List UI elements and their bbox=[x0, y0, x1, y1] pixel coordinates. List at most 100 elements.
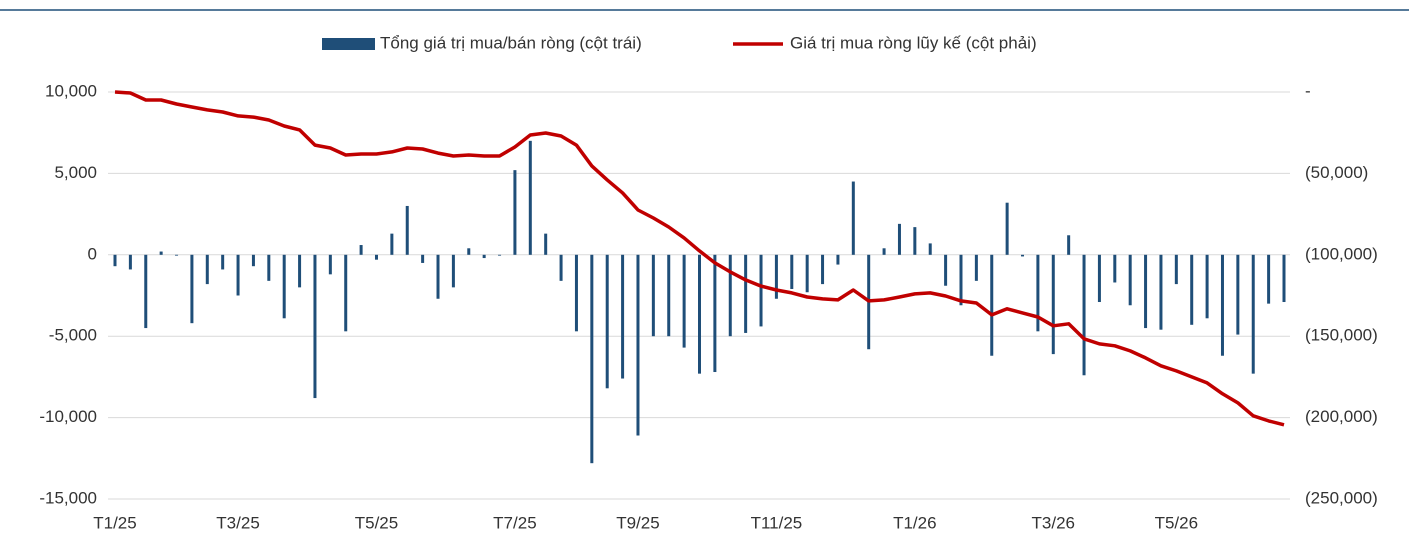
y-tick-label: 10,000 bbox=[45, 81, 97, 100]
bar bbox=[713, 254, 717, 373]
y-tick-label: 0 bbox=[88, 244, 97, 263]
bar bbox=[1174, 254, 1178, 285]
bar bbox=[190, 254, 194, 324]
bar bbox=[667, 254, 671, 337]
legend-label: Tổng giá trị mua/bán ròng (cột trái) bbox=[380, 33, 642, 52]
bar bbox=[728, 254, 732, 337]
bar bbox=[559, 254, 563, 281]
bar bbox=[574, 254, 578, 332]
x-tick-label: T1/25 bbox=[93, 513, 136, 532]
bar bbox=[498, 254, 502, 256]
bar bbox=[359, 245, 363, 255]
bar bbox=[897, 223, 901, 255]
bar bbox=[159, 251, 163, 255]
y-tick-label: -10,000 bbox=[39, 407, 97, 426]
x-tick-label: T5/26 bbox=[1155, 513, 1198, 532]
bar bbox=[805, 254, 809, 293]
bar bbox=[1128, 254, 1132, 306]
y2-tick-label: (50,000) bbox=[1305, 163, 1368, 182]
bar bbox=[1220, 254, 1224, 356]
bar bbox=[605, 254, 609, 389]
bar bbox=[682, 254, 686, 348]
bar bbox=[267, 254, 271, 281]
bar bbox=[544, 233, 548, 255]
bar bbox=[467, 248, 471, 255]
bar bbox=[1082, 254, 1086, 376]
bar bbox=[698, 254, 701, 374]
bar bbox=[344, 254, 348, 332]
bar bbox=[990, 254, 994, 356]
bar bbox=[1236, 254, 1240, 335]
bar bbox=[1036, 254, 1040, 332]
legend-swatch bbox=[322, 38, 375, 50]
bar bbox=[882, 248, 886, 255]
y2-tick-label: (150,000) bbox=[1305, 326, 1378, 345]
bar bbox=[913, 227, 917, 255]
bar bbox=[1113, 254, 1117, 283]
bar bbox=[1282, 254, 1286, 303]
bar bbox=[621, 254, 625, 379]
bar bbox=[836, 254, 840, 265]
bar bbox=[528, 140, 532, 255]
y-tick-label: -5,000 bbox=[49, 326, 97, 345]
x-tick-label: T11/25 bbox=[751, 513, 803, 532]
bar bbox=[144, 254, 148, 329]
bar bbox=[1067, 235, 1071, 255]
bar bbox=[205, 254, 209, 285]
bar bbox=[451, 254, 455, 288]
bar bbox=[313, 254, 317, 399]
bar bbox=[390, 233, 394, 255]
bar bbox=[774, 254, 778, 299]
x-tick-label: T1/26 bbox=[893, 513, 936, 532]
bar bbox=[1267, 254, 1271, 304]
bar bbox=[928, 243, 932, 255]
bar bbox=[790, 254, 794, 289]
y2-tick-label: - bbox=[1305, 81, 1311, 100]
x-tick-label: T7/25 bbox=[493, 513, 536, 532]
x-tick-label: T9/25 bbox=[616, 513, 659, 532]
legend-label: Giá trị mua ròng lũy kế (cột phải) bbox=[790, 33, 1037, 52]
bar bbox=[851, 181, 855, 255]
bar bbox=[1021, 254, 1025, 257]
bar bbox=[1051, 254, 1055, 355]
bar bbox=[744, 254, 748, 333]
bar bbox=[282, 254, 286, 319]
bar bbox=[944, 254, 948, 286]
y-tick-label: -15,000 bbox=[39, 488, 97, 507]
y-tick-label: 5,000 bbox=[54, 163, 97, 182]
bar bbox=[1251, 254, 1255, 374]
y2-tick-label: (250,000) bbox=[1305, 488, 1378, 507]
bar bbox=[974, 254, 978, 281]
x-tick-label: T5/25 bbox=[355, 513, 398, 532]
bar bbox=[1205, 254, 1209, 319]
y2-tick-label: (100,000) bbox=[1305, 244, 1378, 263]
bar bbox=[128, 254, 132, 270]
line bbox=[114, 90, 1285, 427]
bar bbox=[821, 254, 825, 285]
x-tick-label: T3/25 bbox=[216, 513, 259, 532]
bar bbox=[298, 254, 302, 288]
bar bbox=[651, 254, 655, 337]
bar bbox=[1159, 254, 1163, 330]
y2-tick-label: (200,000) bbox=[1305, 407, 1378, 426]
bar bbox=[513, 170, 517, 255]
bar bbox=[236, 254, 240, 296]
bar bbox=[636, 254, 640, 436]
bar bbox=[175, 254, 179, 256]
bar bbox=[221, 254, 225, 270]
bar bbox=[421, 254, 425, 263]
bar bbox=[590, 254, 594, 464]
bar bbox=[113, 254, 117, 267]
bar bbox=[482, 254, 486, 259]
bar bbox=[374, 254, 378, 260]
x-tick-label: T3/26 bbox=[1032, 513, 1075, 532]
bar bbox=[405, 205, 409, 255]
bar bbox=[436, 254, 440, 299]
bar bbox=[759, 254, 763, 327]
bar bbox=[1097, 254, 1101, 303]
bar bbox=[1144, 254, 1148, 329]
bar bbox=[1190, 254, 1194, 325]
bar bbox=[1005, 202, 1009, 255]
bar bbox=[328, 254, 332, 275]
